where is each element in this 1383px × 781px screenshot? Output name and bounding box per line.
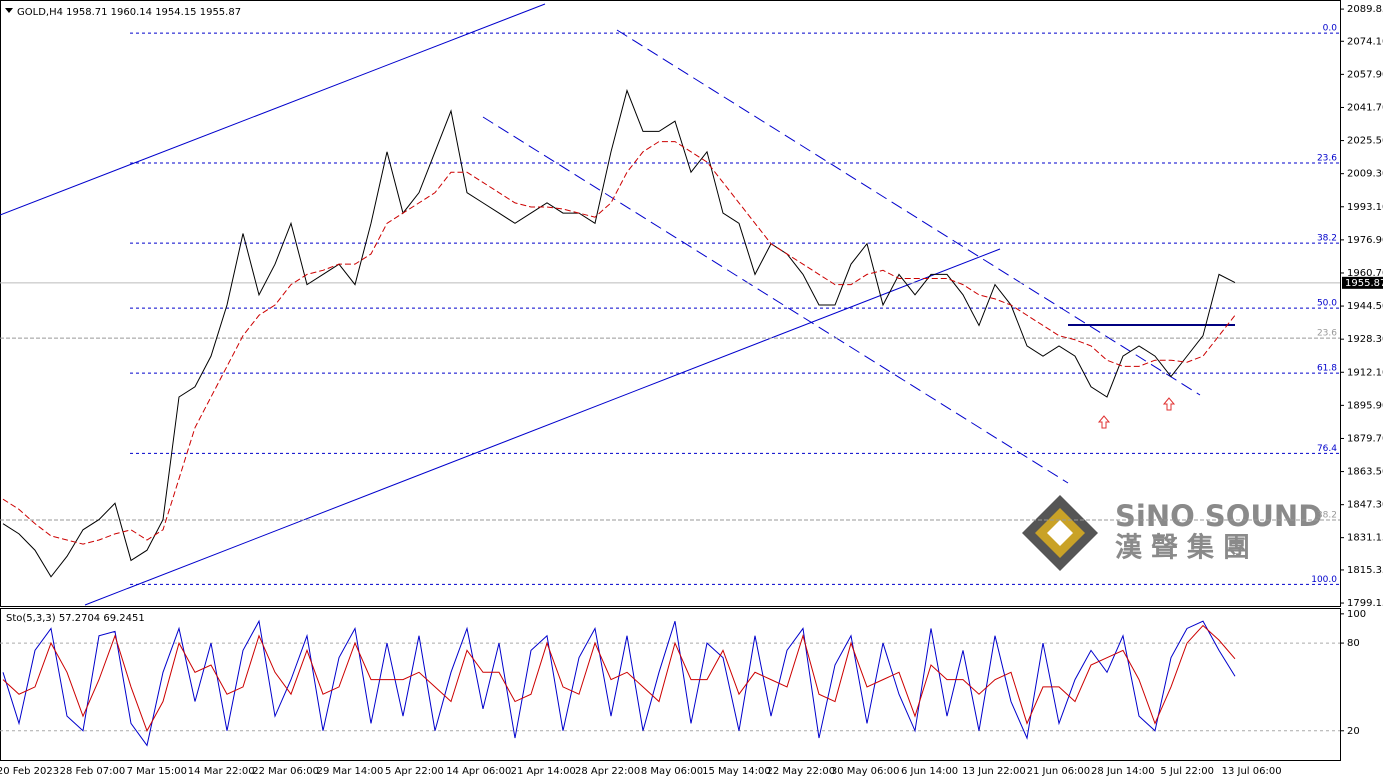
x-tick-label: 7 Mar 15:00: [127, 766, 187, 777]
y-tick-label: 2025.50: [1347, 136, 1383, 147]
arrow: [1162, 397, 1176, 411]
y-tick-label: 2009.30: [1347, 169, 1383, 180]
y-tick-label: 2074.10: [1347, 36, 1383, 47]
trend-line: [616, 29, 1201, 396]
chart-title: GOLD,H4 1958.71 1960.14 1954.15 1955.87: [17, 7, 241, 18]
fib-label: 61.8: [1317, 364, 1337, 374]
x-tick-label: 6 Jun 14:00: [901, 766, 958, 777]
x-tick-label: 8 May 06:00: [641, 766, 703, 777]
y-tick-label: 2089.85: [1347, 4, 1383, 15]
brand-chinese: 漢聲集團: [1115, 532, 1259, 564]
y-tick-label: 1847.30: [1347, 500, 1383, 511]
x-tick-label: 15 May 14:00: [702, 766, 771, 777]
fib-label: 0.0: [1323, 24, 1338, 34]
y-tick-label: 1912.10: [1347, 367, 1383, 378]
watermark: SiNO SOUND 漢聲集團: [1022, 495, 1322, 571]
x-tick-label: 14 Mar 22:00: [188, 766, 255, 777]
fib-label: 76.4: [1317, 444, 1337, 454]
price-box: [1342, 276, 1383, 289]
sub-panel: [0, 608, 1341, 761]
fib-label: 38.2: [1317, 510, 1337, 520]
x-tick-label: 30 May 06:00: [831, 766, 900, 777]
series-line: [2, 88, 1236, 578]
brand: SiNO SOUND: [1115, 499, 1322, 533]
y-tick-label: 1879.70: [1347, 433, 1383, 444]
y-tick-label: 100: [1347, 609, 1366, 620]
series-line: [2, 141, 1236, 545]
x-tick-label: 5 Jul 22:00: [1160, 766, 1214, 777]
y-tick-label: 20: [1347, 726, 1360, 737]
indicator-title: Sto(5,3,3) 57.2704 69.2451: [6, 613, 145, 624]
current-price-label: 1955.87: [1345, 278, 1383, 289]
y-tick-label: 2057.90: [1347, 69, 1383, 80]
x-tick-label: 14 Apr 06:00: [446, 766, 511, 777]
x-tick-label: 21 Jun 06:00: [1027, 766, 1091, 777]
y-tick-label: 1895.90: [1347, 400, 1383, 411]
fib-label: 23.6: [1317, 329, 1337, 339]
y-tick-label: 1960.70: [1347, 268, 1383, 279]
y-tick-label: 2041.70: [1347, 102, 1383, 113]
y-tick-label: 1831.15: [1347, 533, 1383, 544]
trend-line: [482, 116, 1069, 484]
fib-label: 38.2: [1317, 234, 1337, 244]
annotations: [0, 3, 1235, 606]
fib-label: 23.6: [1317, 154, 1337, 164]
x-tick-label: 5 Apr 22:00: [385, 766, 444, 777]
logo: [1047, 520, 1073, 546]
y-tick-label: 80: [1347, 638, 1360, 649]
x-tick-label: 28 Feb 07:00: [60, 766, 126, 777]
y-tick-label: 1976.90: [1347, 235, 1383, 246]
x-tick-label: 13 Jul 06:00: [1222, 766, 1282, 777]
x-tick-label: 22 Mar 06:00: [252, 766, 319, 777]
fib-label: 50.0: [1317, 299, 1337, 309]
x-tick-label: 22 May 22:00: [767, 766, 836, 777]
channel-line: [0, 3, 546, 216]
y-tick-label: 1944.50: [1347, 301, 1383, 312]
x-tick-label: 29 Mar 14:00: [317, 766, 384, 777]
x-tick-label: 20 Feb 2023: [0, 766, 59, 777]
x-tick-label: 13 Jun 22:00: [962, 766, 1026, 777]
main-panel: [0, 0, 1341, 607]
y-tick-label: 1863.50: [1347, 467, 1383, 478]
x-tick-label: 28 Apr 22:00: [575, 766, 640, 777]
y-tick-label: 1993.10: [1347, 202, 1383, 213]
series-line: [2, 624, 1236, 732]
arrow: [1097, 415, 1111, 429]
channel-line: [84, 248, 1001, 606]
menu-triangle: [5, 8, 13, 13]
y-tick-label: 1928.30: [1347, 334, 1383, 345]
y-tick-label: 1799.15: [1347, 598, 1383, 609]
y-tick-label: 1815.35: [1347, 565, 1383, 576]
x-tick-label: 28 Jun 14:00: [1091, 766, 1155, 777]
x-tick-label: 21 Apr 14:00: [511, 766, 576, 777]
fib-label: 100.0: [1311, 575, 1337, 585]
